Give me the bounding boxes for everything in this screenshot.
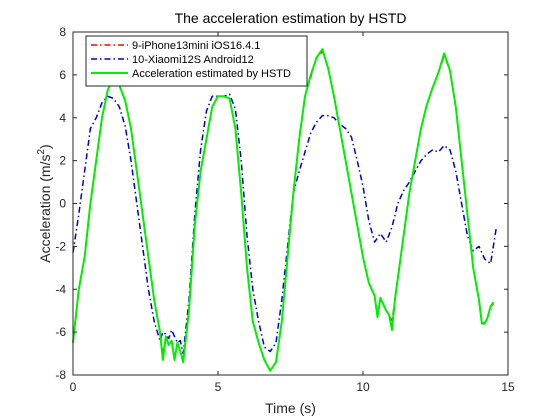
plot-area — [72, 31, 509, 376]
x-tick-labels: 0 5 10 15 — [70, 380, 515, 394]
y-tick-label: 2 — [59, 154, 66, 168]
chart-title: The acceleration estimation by HSTD — [175, 10, 407, 26]
x-axis-title: Time (s) — [265, 400, 316, 416]
series-line-3 — [72, 48, 495, 372]
y-axis-title: Acceleration (m/s2) — [36, 144, 53, 262]
legend-label-1: 9-iPhone13mini iOS16.4.1 — [132, 40, 260, 52]
plot-background — [73, 32, 508, 375]
y-tick-label: -8 — [55, 368, 66, 382]
y-tick-label: 0 — [59, 197, 66, 211]
legend: 9-iPhone13mini iOS16.4.1 10-Xiaomi12S And… — [85, 35, 308, 87]
x-tick-label: 15 — [501, 380, 515, 394]
legend-label-3: Acceleration estimated by HSTD — [132, 68, 291, 80]
y-axis-title-close: ) — [37, 144, 53, 149]
x-tick-label: 0 — [70, 380, 77, 394]
x-tick-label: 10 — [356, 380, 370, 394]
legend-entries: 9-iPhone13mini iOS16.4.1 10-Xiaomi12S And… — [91, 40, 291, 80]
y-tick-label: -2 — [55, 239, 66, 253]
y-tick-labels: -8 -6 -4 -2 0 2 4 6 8 — [55, 25, 66, 382]
series-line-2 — [72, 93, 498, 355]
y-tick-label: 4 — [59, 111, 66, 125]
axes-layer — [72, 31, 509, 376]
y-axis-title-superscript: 2 — [36, 149, 47, 155]
y-tick-label: -4 — [55, 282, 66, 296]
legend-label-2: 10-Xiaomi12S Android12 — [132, 54, 254, 66]
series-layer — [72, 48, 498, 372]
y-tick-label: -6 — [55, 325, 66, 339]
y-tick-label: 6 — [59, 68, 66, 82]
x-tick-label: 5 — [215, 380, 222, 394]
y-tick-label: 8 — [59, 25, 66, 39]
y-axis-title-main: Acceleration (m/s — [37, 155, 53, 263]
